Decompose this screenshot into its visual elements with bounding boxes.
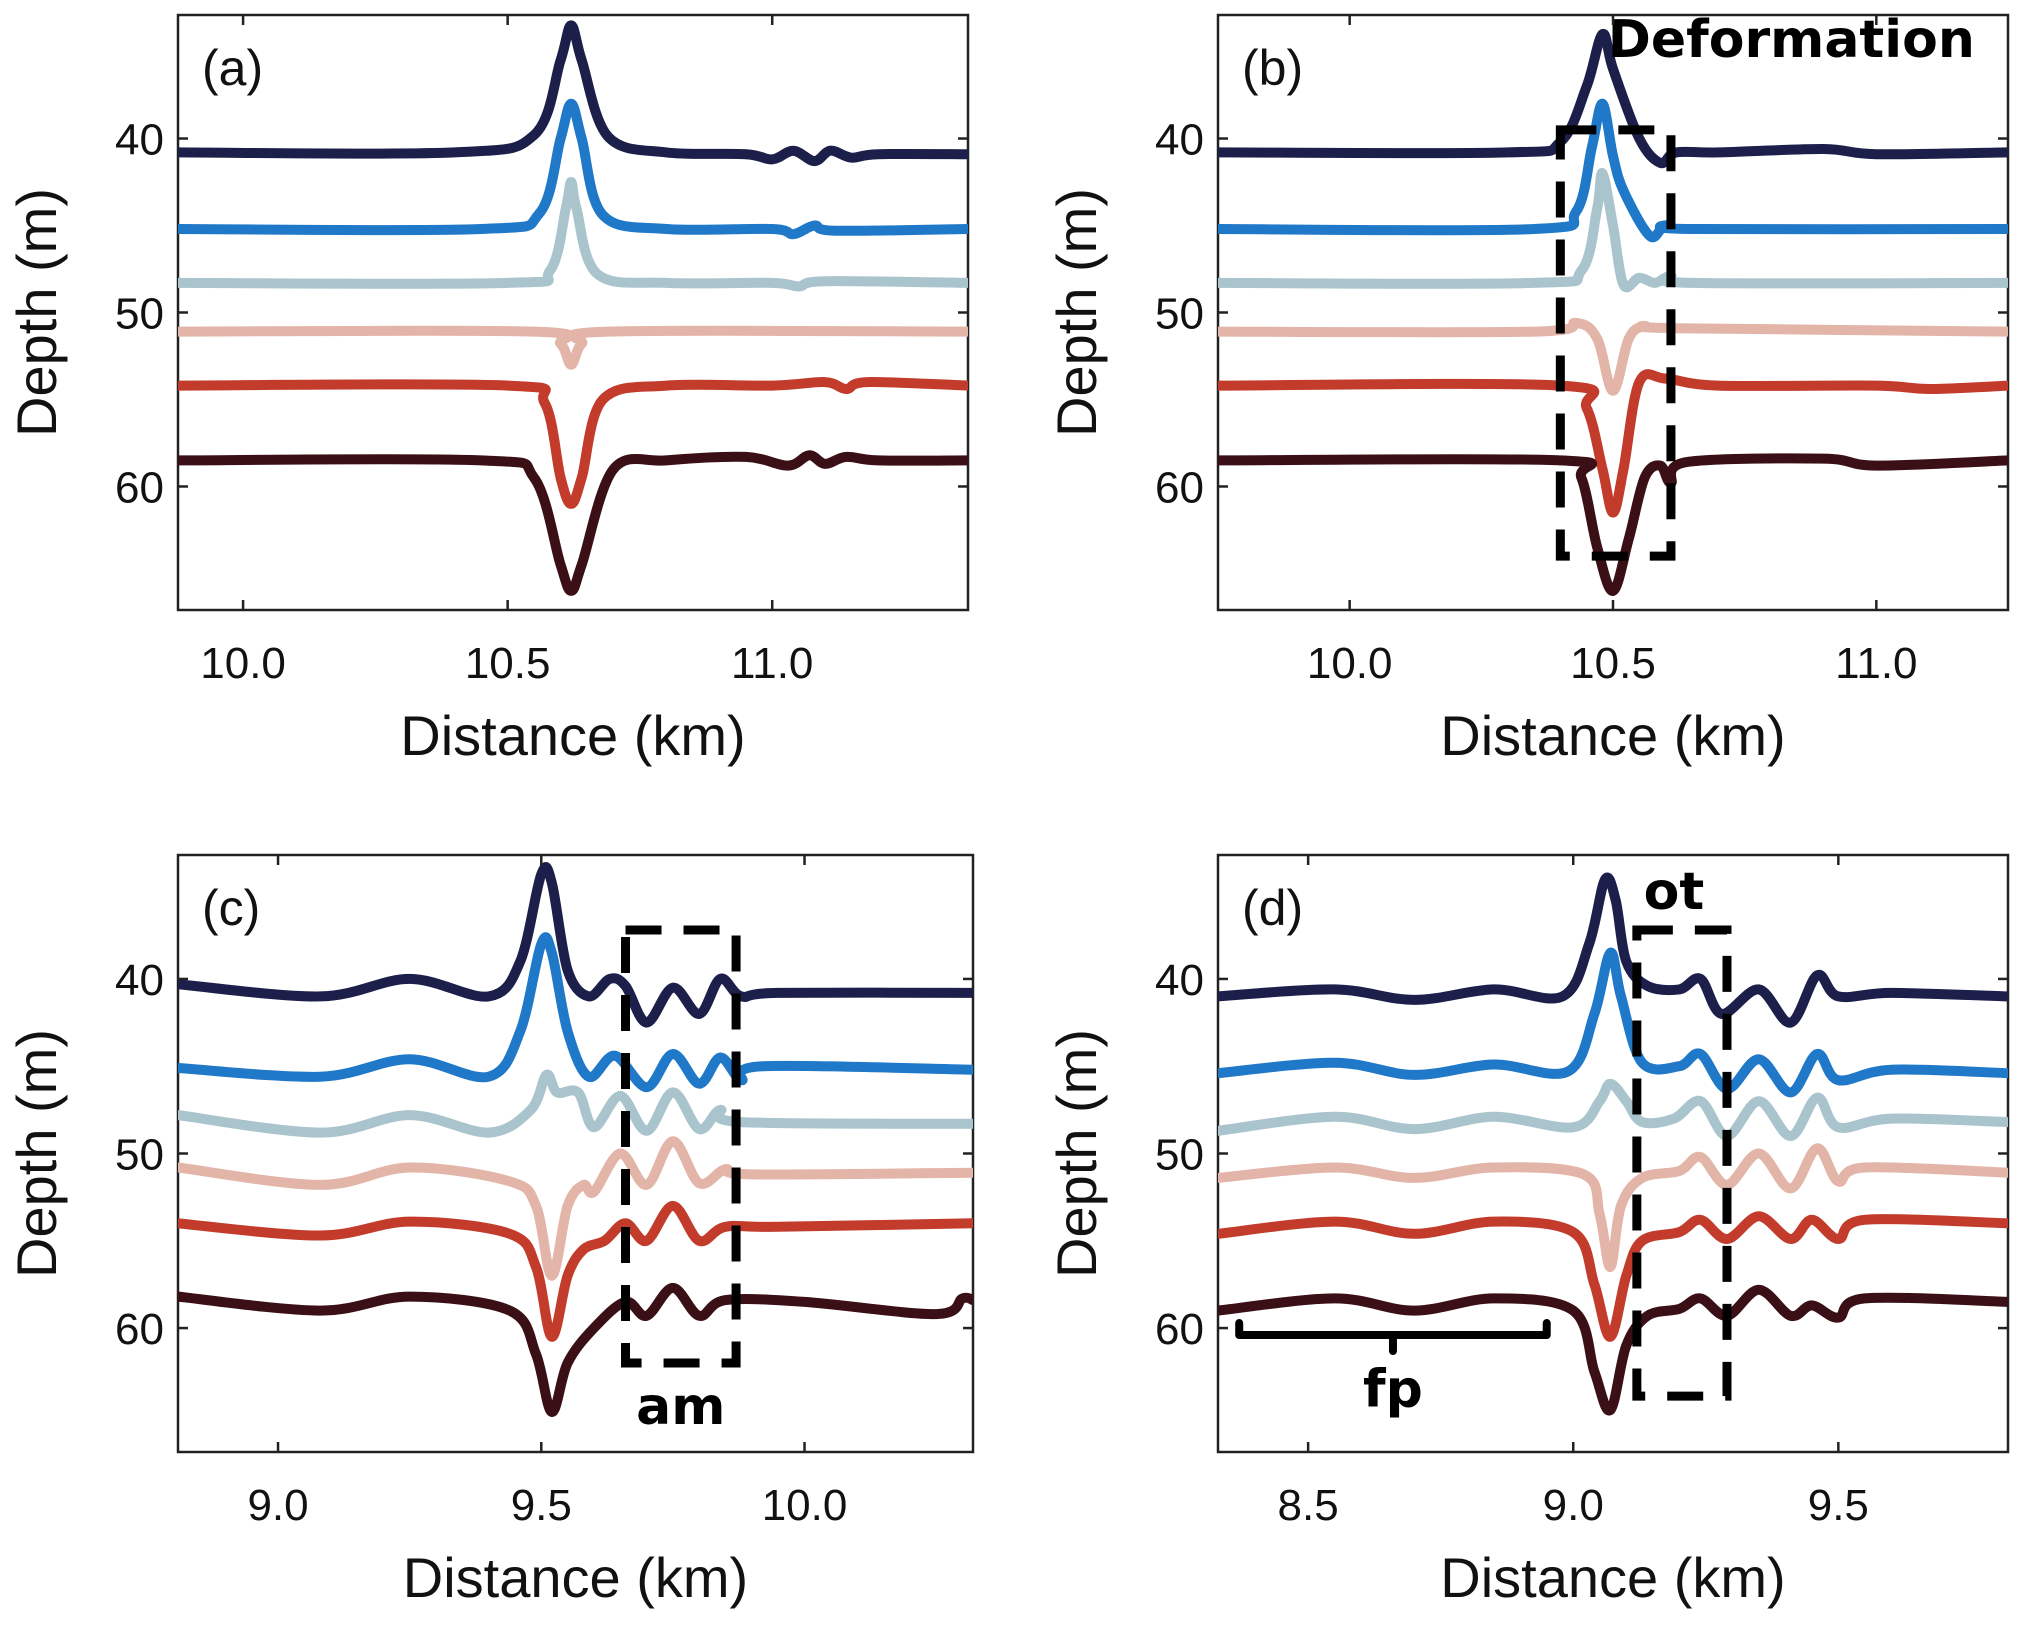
annotation-am: am xyxy=(636,1377,725,1437)
x-tick-label: 11.0 xyxy=(1835,639,1917,688)
y-tick-label: 60 xyxy=(115,463,164,512)
y-tick-label: 40 xyxy=(1155,956,1204,1005)
series-layer xyxy=(178,861,973,1417)
x-tick-label: 10.5 xyxy=(465,639,551,688)
series-line-2 xyxy=(1218,98,2008,243)
dashed-box xyxy=(1555,125,1676,561)
annotation-layer: ot fp xyxy=(1235,862,1732,1420)
x-axis-label: Distance (km) xyxy=(1440,1546,1785,1609)
plot-frame xyxy=(1216,853,2010,1454)
y-axis-label: Depth (m) xyxy=(1045,188,1108,437)
annotation-deformation: Deformation xyxy=(1608,10,1975,70)
annotation-layer: Deformation xyxy=(1555,10,1975,561)
x-tick-label: 9.0 xyxy=(247,1481,308,1530)
tick-layer: 9.0 9.5 10.0 40 50 60 xyxy=(115,855,973,1530)
x-axis-label: Distance (km) xyxy=(400,704,745,767)
series-line-4 xyxy=(1218,317,2008,396)
dashed-box xyxy=(1632,925,1732,1401)
y-axis-label: Depth (m) xyxy=(1045,1029,1108,1278)
series-line-3 xyxy=(178,1069,973,1138)
panel-label: (b) xyxy=(1242,40,1303,96)
x-tick-label: 9.0 xyxy=(1543,1481,1604,1530)
series-layer xyxy=(1218,872,2008,1416)
series-line-2 xyxy=(178,98,968,240)
x-tick-label: 10.0 xyxy=(1307,639,1393,688)
y-tick-label: 60 xyxy=(1155,1305,1204,1354)
y-axis-label: Depth (m) xyxy=(5,1029,68,1278)
series-line-3 xyxy=(1218,1078,2008,1141)
y-tick-label: 60 xyxy=(1155,463,1204,512)
series-line-6 xyxy=(178,450,968,596)
y-tick-label: 40 xyxy=(115,956,164,1005)
y-tick-label: 50 xyxy=(115,290,164,339)
panel-a: 10.0 10.5 11.0 40 50 60 (a) Distance (km) Dep… xyxy=(5,13,970,767)
series-line-1 xyxy=(178,861,973,1028)
series-line-6 xyxy=(1218,453,2008,596)
dashed-box xyxy=(621,925,741,1368)
series-line-4 xyxy=(178,325,968,370)
y-tick-label: 50 xyxy=(1155,290,1204,339)
y-tick-label: 60 xyxy=(115,1305,164,1354)
series-line-1 xyxy=(178,20,968,167)
bracket xyxy=(1235,1319,1551,1356)
y-tick-label: 40 xyxy=(1155,116,1204,165)
x-tick-label: 8.5 xyxy=(1278,1481,1339,1530)
series-line-4 xyxy=(1218,1143,2008,1273)
series-line-5 xyxy=(1218,1211,2008,1342)
series-line-2 xyxy=(178,932,973,1093)
panel-label: (d) xyxy=(1242,880,1303,936)
annotation-layer: am xyxy=(621,925,741,1437)
series-line-5 xyxy=(178,377,968,509)
series-layer xyxy=(178,20,968,596)
series-line-3 xyxy=(178,177,968,292)
series-line-6 xyxy=(1218,1284,2008,1416)
y-tick-label: 50 xyxy=(1155,1131,1204,1180)
x-axis-label: Distance (km) xyxy=(403,1546,748,1609)
panel-label: (c) xyxy=(202,880,260,936)
x-tick-label: 10.0 xyxy=(762,1481,848,1530)
x-tick-label: 10.5 xyxy=(1570,639,1656,688)
series-line-6 xyxy=(178,1282,973,1417)
x-tick-label: 9.5 xyxy=(1808,1481,1869,1530)
x-tick-label: 9.5 xyxy=(511,1481,572,1530)
panel-label: (a) xyxy=(202,40,263,96)
panel-c: am 9.0 9.5 10.0 40 50 60 (c) Distance (km) De… xyxy=(5,853,975,1609)
panel-d: ot fp 8.5 9.0 9.5 40 50 60 (d) Distance (km) D… xyxy=(1045,853,2010,1609)
y-tick-label: 50 xyxy=(115,1131,164,1180)
annotation-ot: ot xyxy=(1644,862,1705,922)
tick-layer: 8.5 9.0 9.5 40 50 60 xyxy=(1155,855,2008,1530)
panel-b: Deformation 10.0 10.5 11.0 40 50 60 (b) Dista… xyxy=(1045,10,2010,767)
x-axis-label: Distance (km) xyxy=(1440,704,1785,767)
annotation-fp: fp xyxy=(1363,1360,1423,1420)
x-tick-label: 10.0 xyxy=(200,639,286,688)
plot-frame xyxy=(176,853,975,1454)
series-line-4 xyxy=(178,1136,973,1281)
tick-layer: 10.0 10.5 11.0 40 50 60 xyxy=(1155,15,2008,688)
tick-layer: 10.0 10.5 11.0 40 50 60 xyxy=(115,15,968,688)
y-tick-label: 40 xyxy=(115,116,164,165)
x-tick-label: 11.0 xyxy=(731,639,813,688)
series-line-2 xyxy=(1218,947,2008,1098)
y-axis-label: Depth (m) xyxy=(5,188,68,437)
plot-frame xyxy=(1216,13,2010,612)
series-line-5 xyxy=(178,1200,973,1342)
series-layer xyxy=(1218,29,2008,596)
